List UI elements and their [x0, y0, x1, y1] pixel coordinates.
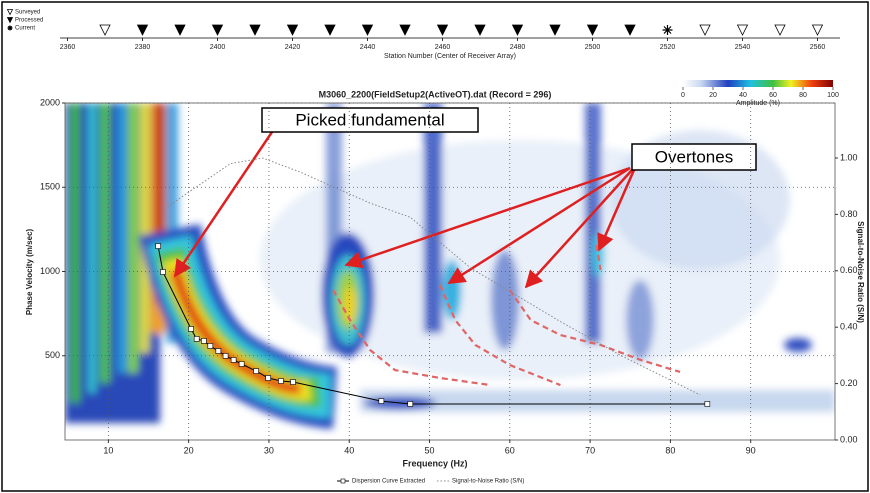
station-marker: [249, 24, 261, 36]
y2-tick-label: 0.20: [840, 378, 858, 388]
curve-point: [704, 401, 711, 407]
curve-point: [265, 375, 271, 381]
x-tick-label: 2460: [435, 44, 451, 51]
series-line: [508, 289, 681, 373]
x-tick-label: 80: [665, 445, 675, 455]
x-tick-label: 2400: [210, 44, 226, 51]
curve-point: [290, 379, 296, 385]
colorbar-tick-label: 100: [827, 92, 839, 99]
x-tick-label: 2500: [585, 44, 601, 51]
colorbar-tick-label: 60: [769, 92, 777, 99]
colorbar-tick-label: 20: [709, 92, 717, 99]
x-tick-label: 70: [585, 445, 595, 455]
station-marker: [286, 24, 299, 36]
colorbar-tick-label: 40: [739, 92, 747, 99]
station-marker: [474, 24, 486, 36]
x-tick-label: 40: [344, 445, 354, 455]
curve-point: [160, 269, 166, 275]
station-marker: [211, 24, 224, 36]
y-tick-label: 1000: [40, 266, 60, 276]
curve-point: [188, 326, 194, 332]
annotation-box: [261, 107, 479, 133]
y-tick-label: 2000: [40, 97, 60, 107]
y2-tick-label: 0.00: [840, 434, 858, 444]
x-tick-label: 2440: [360, 44, 376, 51]
legend-label: Dispersion Curve Extracted: [352, 479, 425, 485]
curve-point: [222, 353, 229, 359]
station-marker: [324, 24, 336, 36]
annotation-box: [631, 143, 757, 171]
legend-label: Processed: [15, 18, 43, 24]
series-line: [438, 284, 561, 387]
x-tick-label: 60: [505, 445, 515, 455]
annotation-arrows: [173, 131, 636, 289]
colorbar: [683, 80, 833, 87]
x-tick-label: 2520: [660, 44, 676, 51]
station-marker: [549, 24, 561, 36]
curve-point: [407, 401, 414, 407]
x-tick-label: 10: [103, 445, 113, 455]
chart-title: M3060_2200(FieldSetup2(ActiveOT).dat (Re…: [319, 89, 552, 99]
station-marker: [586, 24, 599, 36]
y2-tick-label: 0.60: [840, 265, 858, 275]
colorbar-tick-label: 80: [799, 92, 807, 99]
station-marker: [624, 24, 636, 36]
annotation: Overtones: [655, 147, 733, 166]
x-tick-label: 30: [264, 445, 274, 455]
legend-label: Current: [15, 26, 35, 32]
x-tick-label: 20: [184, 445, 194, 455]
station-marker: [136, 24, 149, 36]
station-marker: [99, 24, 111, 36]
curve-point: [253, 368, 259, 374]
curve-point: [378, 398, 385, 404]
x-tick-label: 2360: [60, 44, 76, 51]
station-marker: [174, 24, 186, 36]
station-marker: [436, 24, 449, 36]
station-marker: [699, 24, 711, 36]
station-marker: [361, 24, 374, 36]
y-tick-label: 1500: [40, 182, 60, 192]
legend-label: Surveyed: [15, 10, 40, 16]
station-marker: [6, 17, 14, 24]
station-marker: [774, 24, 786, 36]
x-axis-label: Frequency (Hz): [402, 458, 467, 468]
station-marker: [736, 24, 749, 36]
legend-symbol: [340, 478, 346, 484]
y2-tick-label: 0.80: [840, 209, 858, 219]
curve-point: [230, 357, 237, 363]
legend-label: Signal-to-Noise Ratio (S/N): [452, 479, 524, 485]
colorbar-tick-label: 0: [681, 92, 685, 99]
y2-tick-label: 0.40: [840, 322, 858, 332]
annotation: Picked fundamental: [295, 110, 444, 129]
curve-point: [278, 378, 284, 384]
x-tick-label: 2380: [135, 44, 151, 51]
y-axis-label: Phase Velocity (m/sec): [25, 229, 34, 316]
y-tick-label: 500: [45, 350, 60, 360]
station-marker: [6, 9, 14, 16]
curve-point: [215, 348, 222, 354]
x-tick-label: 50: [425, 445, 435, 455]
x-tick-label: 2560: [810, 44, 826, 51]
curve-point: [201, 338, 207, 344]
station-marker: [662, 25, 673, 35]
x-tick-label: 2420: [285, 44, 301, 51]
station-axis-label: Station Number (Center of Receiver Array…: [384, 53, 516, 60]
series-line: [595, 244, 602, 271]
station-marker: [811, 24, 824, 36]
station-marker: [7, 25, 13, 31]
curve-point: [193, 336, 200, 342]
dispersion-image: [65, 103, 835, 440]
x-tick-label: 2540: [735, 44, 751, 51]
curve-point: [207, 343, 214, 349]
curve-point: [155, 243, 161, 249]
x-tick-label: 2480: [510, 44, 526, 51]
curve-point: [238, 361, 245, 367]
y2-tick-label: 1.00: [840, 152, 858, 162]
station-marker: [399, 24, 411, 36]
station-marker: [511, 24, 524, 36]
x-tick-label: 90: [746, 445, 756, 455]
y2-axis-label: Signal-to-Noise Ratio (S/N): [856, 221, 865, 323]
